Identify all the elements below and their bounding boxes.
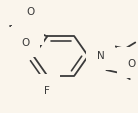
- Text: O: O: [128, 58, 136, 68]
- Text: F: F: [43, 85, 49, 95]
- Text: O: O: [27, 7, 35, 17]
- Text: S: S: [24, 21, 32, 34]
- Text: N: N: [97, 50, 104, 60]
- Text: O: O: [21, 37, 29, 47]
